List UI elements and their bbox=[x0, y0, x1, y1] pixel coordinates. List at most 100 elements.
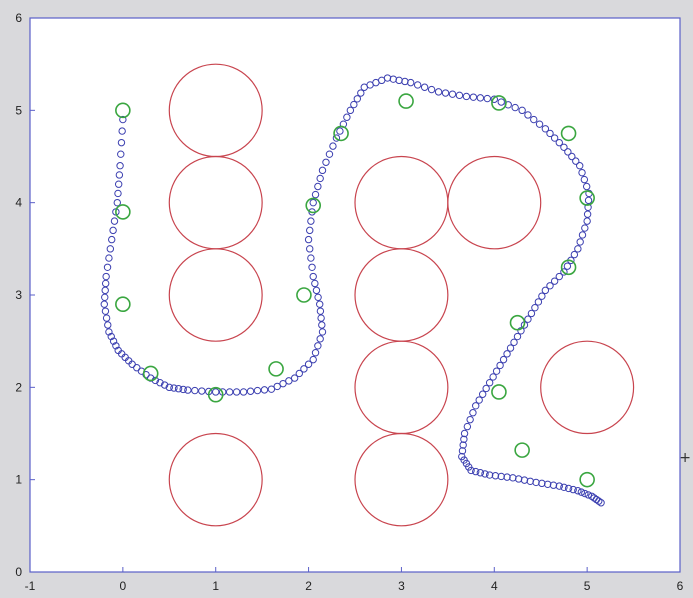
path-point-19 bbox=[101, 286, 109, 295]
path-layer bbox=[100, 74, 605, 507]
path-point-157 bbox=[541, 286, 550, 295]
waypoint-14 bbox=[560, 259, 577, 276]
path-point-137 bbox=[576, 162, 584, 170]
path-point-93 bbox=[332, 134, 341, 142]
waypoint-1 bbox=[115, 102, 131, 119]
waypoint-8 bbox=[305, 197, 322, 214]
path-point-159 bbox=[534, 298, 543, 306]
path-point-41 bbox=[165, 383, 173, 392]
path-point-42 bbox=[170, 384, 178, 392]
x-tick-label: 0 bbox=[120, 579, 127, 593]
path-point-86 bbox=[311, 190, 320, 199]
path-point-208 bbox=[569, 485, 577, 494]
path-point-109 bbox=[407, 78, 415, 87]
path-point-112 bbox=[427, 85, 436, 94]
path-point-83 bbox=[307, 217, 315, 225]
path-point-71 bbox=[317, 314, 325, 322]
path-point-13 bbox=[108, 235, 116, 244]
path-point-56 bbox=[260, 386, 269, 394]
path-point-5 bbox=[116, 162, 124, 170]
path-point-143 bbox=[584, 203, 592, 211]
path-point-133 bbox=[560, 143, 568, 151]
path-point-45 bbox=[184, 386, 192, 394]
path-point-165 bbox=[513, 332, 522, 341]
path-point-130 bbox=[546, 129, 554, 138]
path-point-63 bbox=[300, 365, 308, 373]
path-point-167 bbox=[506, 344, 515, 352]
path-point-113 bbox=[434, 88, 443, 96]
waypoint-layer bbox=[115, 93, 595, 488]
path-point-158 bbox=[538, 292, 546, 300]
x-tick-label: 4 bbox=[491, 579, 498, 593]
path-point-145 bbox=[583, 217, 591, 225]
path-point-148 bbox=[576, 238, 584, 246]
path-point-21 bbox=[100, 300, 108, 308]
path-point-150 bbox=[570, 250, 579, 259]
path-point-23 bbox=[102, 314, 111, 322]
path-point-127 bbox=[530, 115, 538, 124]
path-point-100 bbox=[357, 89, 365, 97]
path-point-90 bbox=[322, 158, 330, 166]
path-point-192 bbox=[481, 470, 489, 478]
path-point-153 bbox=[560, 268, 568, 276]
path-point-59 bbox=[279, 379, 287, 388]
waypoint-12 bbox=[560, 125, 577, 142]
path-point-6 bbox=[115, 171, 124, 179]
path-point-3 bbox=[117, 138, 126, 147]
y-axis: 0 1 2 3 4 5 6 bbox=[15, 11, 35, 579]
path-point-2 bbox=[118, 127, 126, 135]
waypoint-5 bbox=[207, 386, 224, 403]
path-point-99 bbox=[353, 95, 362, 103]
path-point-72 bbox=[316, 307, 325, 315]
path-point-217 bbox=[597, 499, 605, 507]
path-point-207 bbox=[564, 484, 573, 493]
waypoint-16 bbox=[491, 384, 507, 400]
path-point-120 bbox=[483, 94, 492, 103]
path-point-128 bbox=[535, 120, 544, 128]
path-point-170 bbox=[496, 361, 504, 370]
path-point-62 bbox=[295, 369, 303, 378]
waypoint-4 bbox=[142, 365, 159, 382]
obstacle-circle-10 bbox=[540, 340, 635, 435]
path-point-37 bbox=[147, 374, 155, 382]
path-point-172 bbox=[489, 373, 497, 381]
path-point-4 bbox=[117, 150, 125, 158]
path-point-166 bbox=[510, 338, 518, 347]
path-point-58 bbox=[273, 382, 281, 391]
path-point-9 bbox=[113, 198, 121, 207]
waypoint-3 bbox=[115, 296, 131, 313]
path-point-57 bbox=[267, 385, 276, 393]
path-point-27 bbox=[109, 337, 118, 345]
path-point-182 bbox=[460, 435, 468, 443]
path-point-180 bbox=[463, 422, 472, 431]
path-point-1 bbox=[119, 115, 127, 124]
path-point-117 bbox=[462, 92, 471, 101]
obstacle-circle-4 bbox=[168, 432, 263, 527]
path-point-149 bbox=[574, 245, 582, 253]
path-point-122 bbox=[497, 98, 505, 106]
path-point-65 bbox=[309, 355, 317, 364]
path-point-171 bbox=[492, 367, 501, 375]
waypoint-9 bbox=[333, 125, 349, 142]
path-point-52 bbox=[232, 388, 241, 396]
path-point-88 bbox=[316, 174, 324, 183]
y-tick-label: 4 bbox=[15, 196, 22, 210]
path-point-129 bbox=[541, 125, 550, 133]
path-point-154 bbox=[555, 272, 563, 281]
path-point-80 bbox=[306, 245, 314, 253]
x-tick-label: 5 bbox=[584, 579, 591, 593]
path-point-76 bbox=[311, 279, 319, 288]
path-point-175 bbox=[478, 390, 487, 398]
x-tick-label: 6 bbox=[677, 579, 684, 593]
path-point-178 bbox=[469, 409, 477, 417]
path-point-81 bbox=[304, 235, 313, 244]
path-point-194 bbox=[491, 472, 500, 480]
path-point-140 bbox=[582, 182, 591, 191]
waypoint-2 bbox=[115, 204, 131, 220]
x-axis: -1 0 1 2 3 4 5 6 bbox=[25, 567, 684, 593]
path-point-87 bbox=[314, 182, 322, 191]
path-point-118 bbox=[469, 93, 478, 101]
path-point-74 bbox=[314, 293, 322, 302]
path-point-134 bbox=[564, 148, 572, 156]
path-point-195 bbox=[497, 472, 505, 481]
